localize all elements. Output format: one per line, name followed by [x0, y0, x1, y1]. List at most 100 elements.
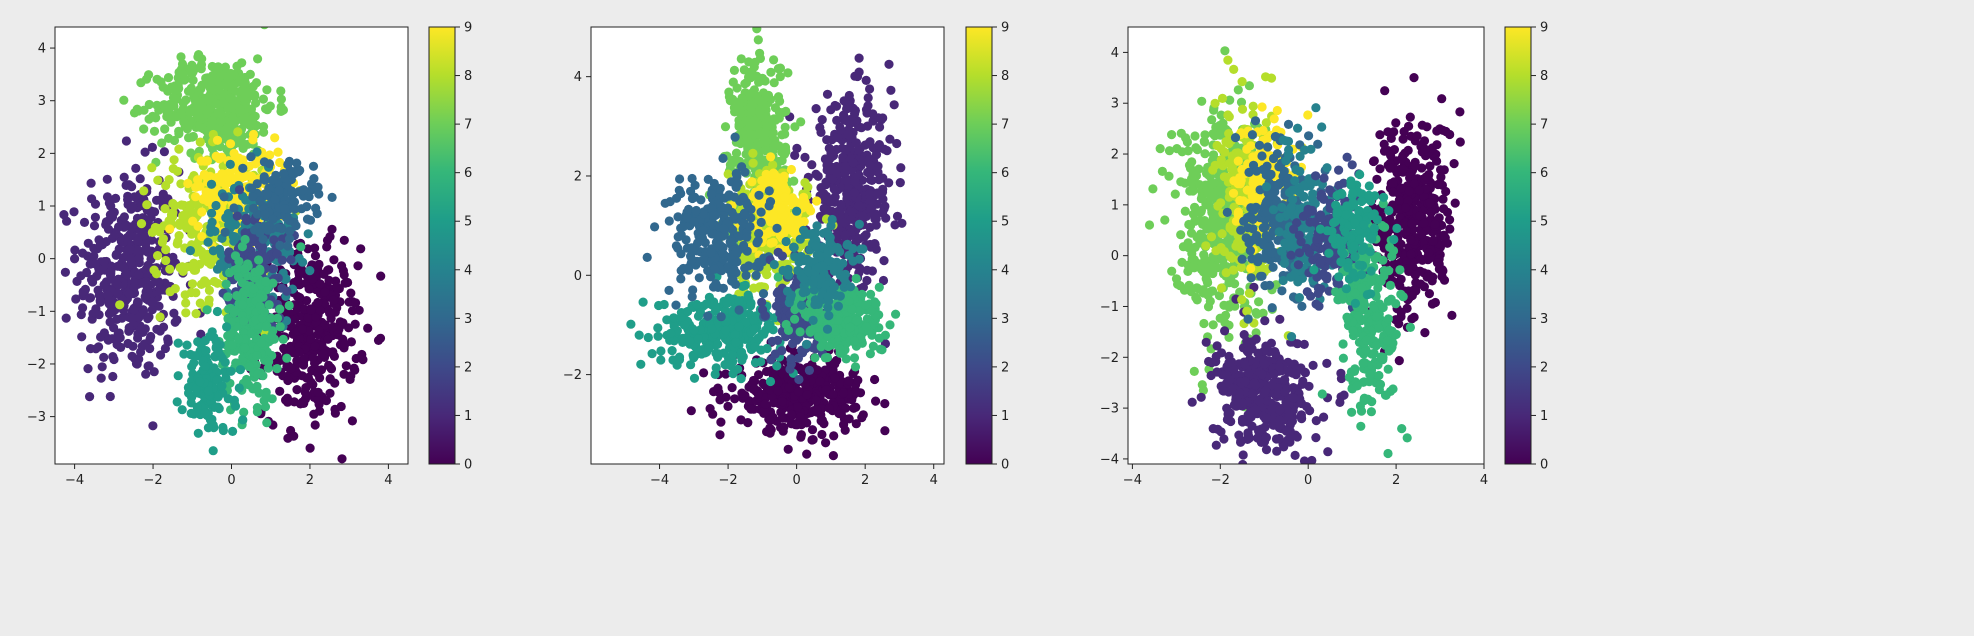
data-point	[722, 298, 732, 308]
data-point	[227, 340, 237, 350]
data-point	[744, 261, 754, 271]
data-point	[737, 347, 747, 357]
data-point	[303, 229, 313, 239]
data-point	[825, 197, 836, 207]
data-point	[341, 361, 351, 371]
data-point	[802, 449, 812, 459]
data-point	[880, 399, 890, 409]
data-point	[811, 395, 821, 406]
data-point	[750, 342, 760, 352]
data-point	[196, 329, 206, 339]
data-point	[124, 289, 134, 299]
data-point	[148, 421, 158, 431]
data-point	[730, 330, 740, 340]
data-point	[762, 366, 772, 377]
data-point	[665, 335, 675, 345]
data-point	[202, 79, 212, 89]
data-point	[854, 53, 864, 63]
data-point	[716, 417, 726, 427]
data-point	[766, 67, 776, 77]
data-point	[302, 214, 313, 224]
data-point	[865, 222, 875, 232]
data-point	[290, 204, 300, 214]
data-point	[201, 346, 211, 356]
data-point	[252, 120, 262, 131]
data-point	[777, 251, 788, 261]
data-point	[203, 237, 213, 247]
data-point	[308, 353, 318, 363]
data-point	[113, 222, 124, 232]
data-point	[273, 147, 283, 157]
data-point	[286, 255, 296, 265]
data-point	[325, 232, 335, 242]
data-point	[753, 35, 763, 45]
data-point	[195, 137, 205, 147]
data-point	[710, 264, 720, 274]
data-point	[179, 117, 189, 127]
data-point	[76, 310, 86, 320]
data-point	[114, 332, 124, 342]
data-point	[329, 351, 339, 361]
data-point	[153, 251, 163, 261]
data-point	[863, 101, 873, 111]
data-point	[325, 388, 335, 398]
data-point	[239, 117, 249, 127]
data-point	[857, 413, 867, 423]
data-point	[720, 122, 731, 132]
data-point	[208, 446, 218, 456]
data-point	[297, 324, 307, 334]
data-point	[133, 333, 143, 343]
data-point	[225, 93, 235, 103]
data-point	[197, 207, 207, 217]
data-point	[766, 238, 776, 248]
colorbar-tick-label: 9	[464, 21, 472, 36]
data-point	[211, 151, 221, 161]
data-point	[72, 276, 82, 286]
data-point	[808, 435, 818, 445]
data-point	[768, 160, 778, 170]
data-point	[136, 219, 147, 229]
data-point	[183, 178, 193, 189]
data-point	[232, 291, 242, 301]
colorbar	[428, 26, 456, 465]
data-point	[884, 59, 894, 69]
colorbar-tick-label: 7	[464, 118, 472, 133]
data-point	[788, 197, 798, 207]
data-point	[238, 163, 248, 173]
data-point	[739, 65, 749, 75]
data-point	[283, 375, 293, 386]
data-point	[765, 428, 775, 438]
data-point	[193, 221, 203, 231]
data-point	[283, 241, 293, 251]
data-point	[278, 334, 288, 344]
data-point	[865, 84, 875, 94]
data-point	[169, 155, 179, 165]
data-point	[166, 215, 176, 225]
data-point	[777, 346, 787, 356]
data-point	[275, 240, 285, 251]
data-point	[763, 320, 773, 330]
data-point	[656, 346, 666, 356]
data-point	[699, 368, 709, 378]
data-point	[252, 381, 262, 391]
data-point	[741, 270, 751, 280]
data-point	[211, 402, 221, 412]
data-point	[159, 147, 169, 157]
data-point	[215, 244, 225, 254]
data-point	[314, 325, 324, 335]
data-point	[195, 122, 205, 132]
data-point	[171, 94, 181, 104]
data-point	[839, 217, 850, 228]
data-point	[376, 271, 386, 281]
data-point	[301, 383, 311, 393]
data-point	[212, 264, 223, 274]
data-point	[773, 378, 783, 388]
data-point	[226, 102, 236, 113]
data-point	[217, 381, 227, 391]
data-point	[709, 210, 719, 220]
data-point	[308, 161, 319, 171]
data-point	[229, 148, 239, 158]
data-point	[896, 163, 906, 173]
data-point	[176, 179, 186, 189]
data-point	[314, 189, 324, 199]
